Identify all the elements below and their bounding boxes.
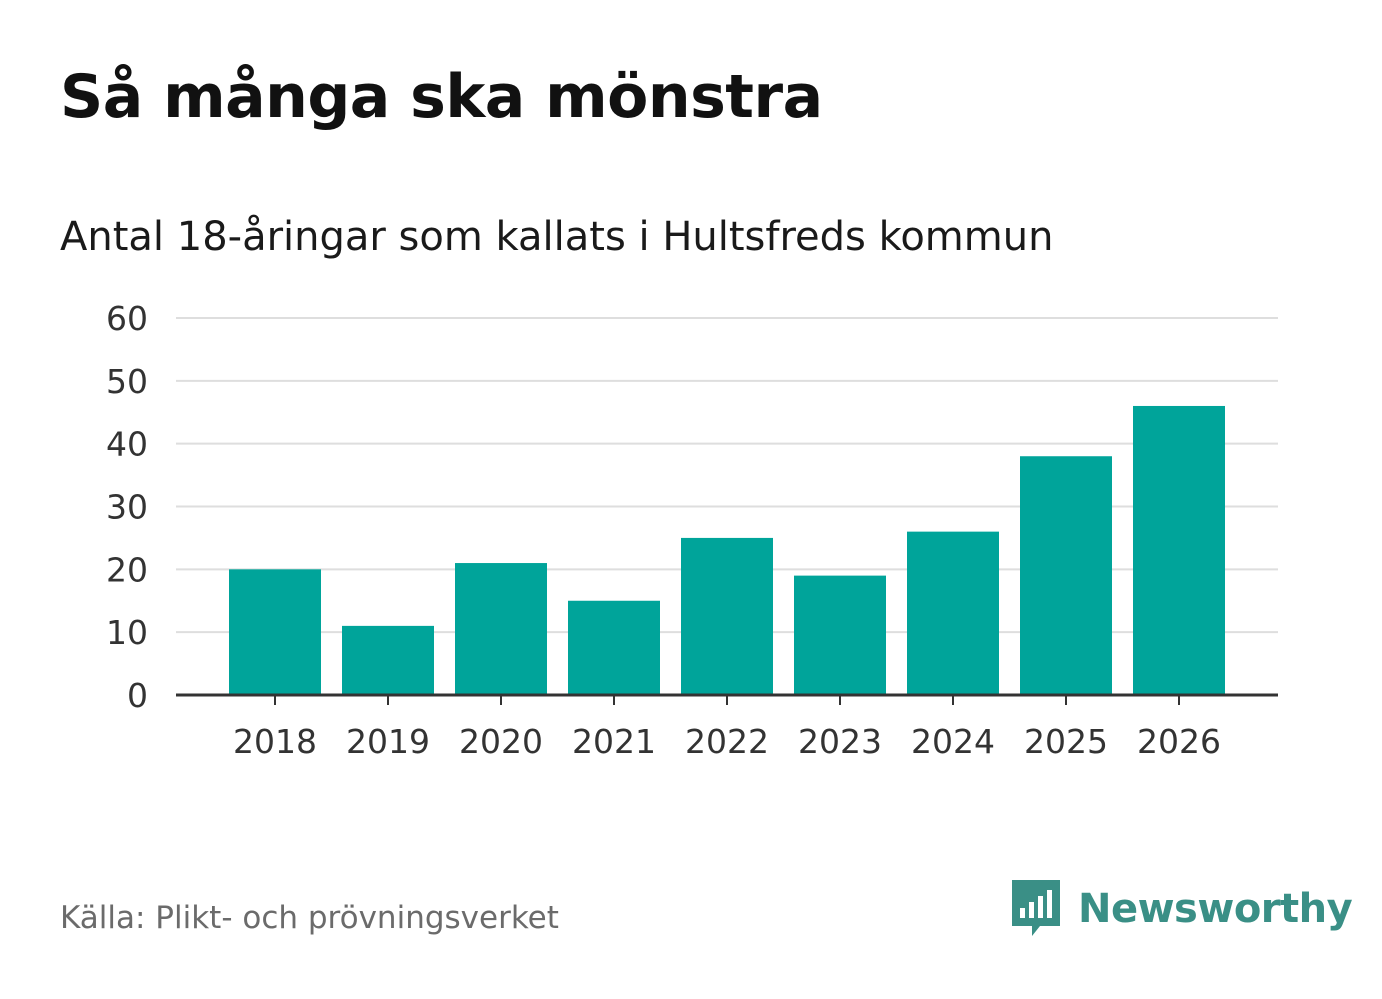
y-tick-label: 0 (127, 676, 148, 715)
chart-title: Så många ska mönstra (60, 62, 823, 132)
x-tick-label: 2020 (459, 722, 543, 761)
bar-2024 (907, 531, 999, 695)
x-tick-label: 2024 (911, 722, 995, 761)
bar-2022 (681, 537, 773, 695)
x-tick-label: 2026 (1137, 722, 1221, 761)
newsworthy-logo-icon (1012, 880, 1060, 936)
x-tick-label: 2025 (1024, 722, 1108, 761)
y-tick-label: 10 (106, 613, 148, 652)
axes: 0 10 20 30 40 50 60 2018 2019 2020 2021 2022 2023 202… (106, 299, 1278, 761)
bar-2021 (568, 600, 660, 695)
bar-2023 (794, 575, 886, 695)
bar-2020 (455, 563, 547, 695)
y-tick-label: 50 (106, 362, 148, 401)
x-tick-label: 2022 (685, 722, 769, 761)
x-tick-label: 2021 (572, 722, 656, 761)
y-tick-label: 20 (106, 550, 148, 589)
chart-subtitle: Antal 18-åringar som kallats i Hultsfred… (60, 214, 1054, 260)
x-tick-label: 2018 (233, 722, 317, 761)
y-tick-label: 60 (106, 299, 148, 338)
y-tick-label: 40 (106, 425, 148, 464)
bar-2019 (342, 625, 434, 695)
bar-2018 (229, 569, 321, 695)
bar-2025 (1020, 456, 1112, 695)
source-note: Källa: Plikt- och prövningsverket (60, 900, 559, 936)
bars (229, 405, 1225, 695)
brand-logo: Newsworthy (1010, 878, 1353, 940)
x-tick-label: 2023 (798, 722, 882, 761)
brand-name: Newsworthy (1078, 886, 1353, 932)
y-tick-label: 30 (106, 488, 148, 527)
x-tick-label: 2019 (346, 722, 430, 761)
bar-2026 (1133, 405, 1225, 695)
